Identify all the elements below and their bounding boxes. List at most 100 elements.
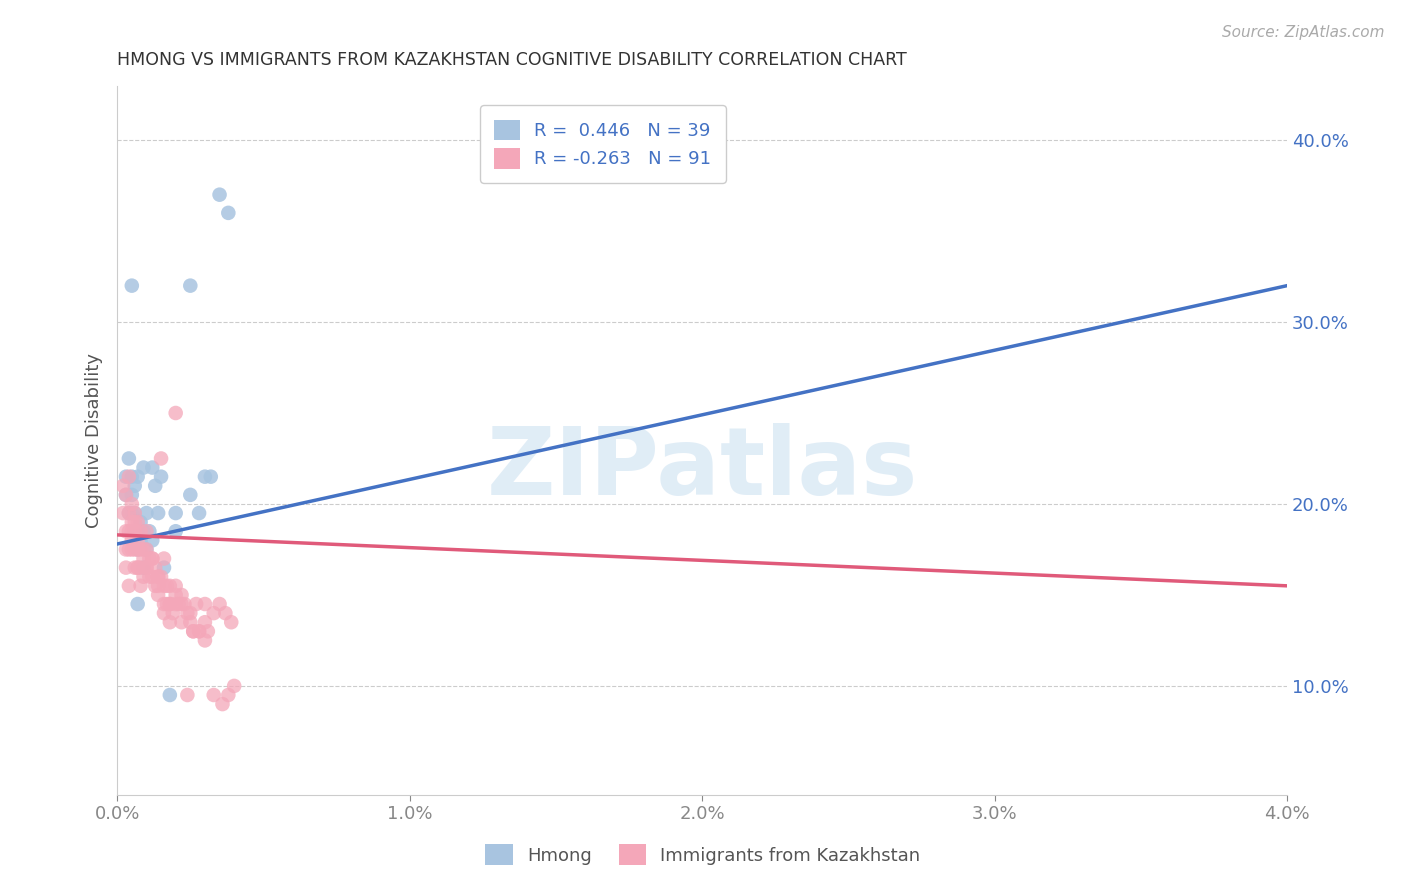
Point <box>127 542 149 557</box>
Point <box>141 551 163 566</box>
Point <box>141 533 163 548</box>
Point <box>124 560 146 574</box>
Point <box>170 588 193 602</box>
Point <box>127 597 149 611</box>
Point <box>159 615 181 630</box>
Point <box>202 606 225 620</box>
Text: Source: ZipAtlas.com: Source: ZipAtlas.com <box>1222 25 1385 40</box>
Point <box>138 570 160 584</box>
Point <box>121 488 143 502</box>
Point <box>156 579 179 593</box>
Point <box>146 579 169 593</box>
Point <box>127 533 149 548</box>
Point <box>127 560 149 574</box>
Point <box>159 688 181 702</box>
Point <box>153 579 176 593</box>
Point <box>146 506 169 520</box>
Point <box>118 506 141 520</box>
Point <box>188 506 211 520</box>
Point <box>153 597 176 611</box>
Point <box>165 524 187 539</box>
Point <box>170 597 193 611</box>
Point <box>162 606 184 620</box>
Point <box>124 506 146 520</box>
Text: HMONG VS IMMIGRANTS FROM KAZAKHSTAN COGNITIVE DISABILITY CORRELATION CHART: HMONG VS IMMIGRANTS FROM KAZAKHSTAN COGN… <box>117 51 907 69</box>
Point <box>135 560 157 574</box>
Legend: Hmong, Immigrants from Kazakhstan: Hmong, Immigrants from Kazakhstan <box>477 835 929 874</box>
Point <box>176 688 198 702</box>
Point <box>143 579 166 593</box>
Point <box>194 469 217 483</box>
Point <box>135 524 157 539</box>
Point <box>118 451 141 466</box>
Point <box>200 469 222 483</box>
Point <box>197 624 219 639</box>
Point <box>112 506 135 520</box>
Point <box>124 542 146 557</box>
Text: ZIPatlas: ZIPatlas <box>486 423 918 515</box>
Point <box>153 560 176 574</box>
Point <box>121 469 143 483</box>
Point <box>143 479 166 493</box>
Point <box>179 606 201 620</box>
Point <box>135 542 157 557</box>
Point <box>176 606 198 620</box>
Point <box>167 597 190 611</box>
Point <box>118 506 141 520</box>
Legend: R =  0.446   N = 39, R = -0.263   N = 91: R = 0.446 N = 39, R = -0.263 N = 91 <box>479 105 725 183</box>
Point <box>179 278 201 293</box>
Point <box>159 597 181 611</box>
Point <box>194 633 217 648</box>
Point <box>132 560 155 574</box>
Point <box>153 606 176 620</box>
Point <box>118 542 141 557</box>
Point <box>132 551 155 566</box>
Point <box>121 533 143 548</box>
Point <box>129 560 152 574</box>
Point <box>208 597 231 611</box>
Point <box>146 588 169 602</box>
Point <box>124 524 146 539</box>
Point <box>121 506 143 520</box>
Point <box>217 688 239 702</box>
Point <box>181 624 204 639</box>
Point <box>129 533 152 548</box>
Point <box>186 597 208 611</box>
Point <box>194 597 217 611</box>
Point <box>127 560 149 574</box>
Point <box>214 606 236 620</box>
Point <box>211 697 233 711</box>
Point <box>118 469 141 483</box>
Point <box>173 597 195 611</box>
Point <box>124 506 146 520</box>
Point <box>121 524 143 539</box>
Point <box>150 469 173 483</box>
Point <box>129 515 152 529</box>
Point <box>165 406 187 420</box>
Point <box>159 597 181 611</box>
Point <box>129 579 152 593</box>
Point <box>165 506 187 520</box>
Point <box>208 187 231 202</box>
Point <box>135 542 157 557</box>
Point <box>138 524 160 539</box>
Point <box>112 479 135 493</box>
Point <box>132 570 155 584</box>
Point <box>141 460 163 475</box>
Point <box>179 615 201 630</box>
Point <box>219 615 242 630</box>
Point <box>194 615 217 630</box>
Point <box>170 615 193 630</box>
Point <box>141 551 163 566</box>
Point <box>150 570 173 584</box>
Point <box>132 460 155 475</box>
Point <box>127 515 149 529</box>
Point <box>115 524 138 539</box>
Point <box>115 488 138 502</box>
Point <box>121 515 143 529</box>
Point <box>165 579 187 593</box>
Point <box>115 469 138 483</box>
Point <box>181 624 204 639</box>
Point <box>188 624 211 639</box>
Point <box>153 551 176 566</box>
